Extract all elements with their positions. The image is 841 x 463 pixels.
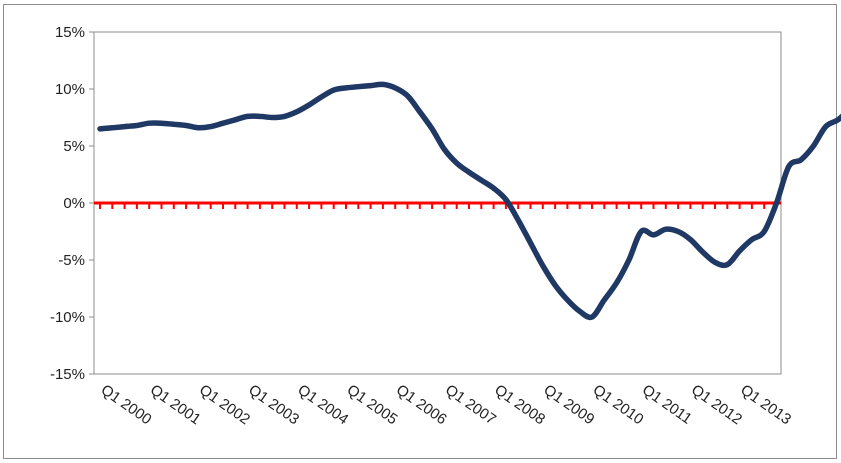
x-tick-label: Q1 2012 [688,381,745,428]
x-tick-label: Q1 2009 [541,381,598,428]
y-tick-label: 0% [63,195,85,212]
y-tick-label: -10% [50,309,85,326]
y-tick-label: 15% [55,24,85,41]
x-tick-label: Q1 2005 [344,381,401,428]
x-tick-label: Q1 2004 [295,381,352,428]
y-tick-label: -15% [50,366,85,383]
x-tick-label: Q1 2008 [491,381,548,428]
x-tick-label: Q1 2002 [196,381,253,428]
series-line [100,84,841,317]
y-tick-label: 5% [63,138,85,155]
x-tick-label: Q1 2011 [639,381,695,427]
x-tick-label: Q1 2006 [393,381,450,428]
x-tick-label: Q1 2013 [737,381,794,428]
x-tick-label: Q1 2007 [442,381,499,428]
x-tick-label: Q1 2003 [245,381,302,428]
zero-reference-line [94,203,781,209]
x-tick-label: Q1 2000 [98,381,155,428]
series-layer [100,84,841,317]
x-tick-label: Q1 2010 [590,381,647,428]
x-tick-label: Q1 2001 [147,381,204,428]
y-tick-label: -5% [58,252,85,269]
y-axis: 15% 10% 5% 0% -5% -10% -15% [50,24,94,383]
y-tick-label: 10% [55,81,85,98]
